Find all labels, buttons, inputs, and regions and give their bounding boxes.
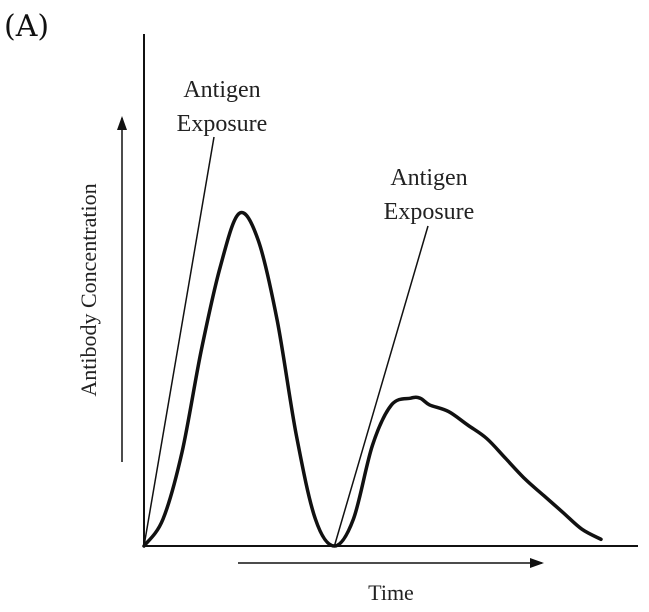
annotation-leader-line	[143, 136, 215, 547]
annotation-label: Antigen	[183, 77, 260, 103]
antibody-concentration-curve	[142, 210, 603, 548]
annotation-layer: Antigen Exposure Antigen Exposure	[143, 77, 475, 547]
annotation-label: Exposure	[384, 199, 475, 225]
annotation-label: Antigen	[390, 165, 467, 191]
panel-label: (A)	[4, 9, 49, 44]
annotation-leader-line	[333, 225, 429, 547]
y-axis-label: Antibody Concentration	[76, 183, 101, 396]
x-axis-label: Time	[368, 580, 414, 605]
annotation-label: Exposure	[177, 111, 268, 137]
